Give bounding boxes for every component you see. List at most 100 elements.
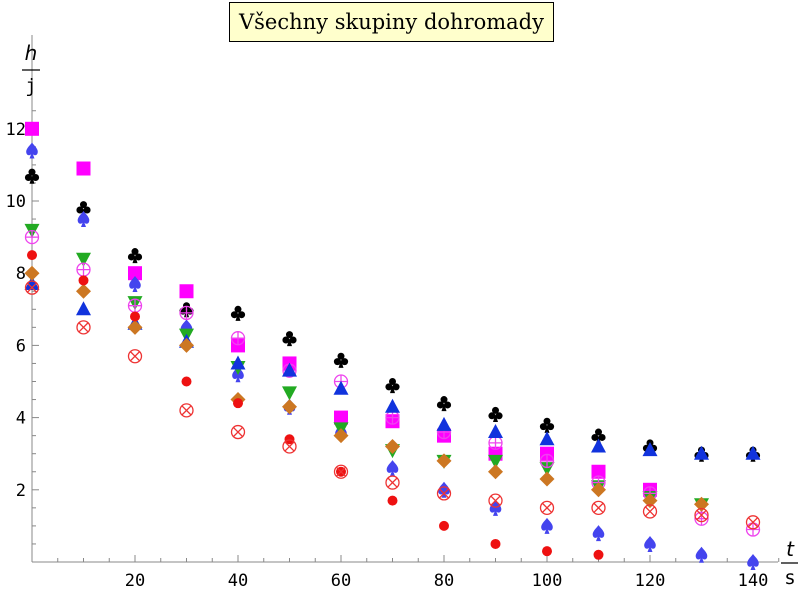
data-point-triangle-up xyxy=(230,355,246,370)
data-point-dot xyxy=(78,275,89,286)
data-point-circle-plus xyxy=(179,305,194,321)
data-point-circle-times xyxy=(230,424,246,440)
data-points xyxy=(24,121,761,570)
data-point-triangle-up xyxy=(591,438,606,453)
data-point-circle-plus xyxy=(694,511,709,526)
data-point-diamond xyxy=(591,482,606,498)
data-point-club xyxy=(282,331,297,347)
y-tick-label: 12 xyxy=(6,120,26,140)
data-point-dot xyxy=(233,398,243,409)
data-point-diamond xyxy=(436,453,452,469)
data-point-triangle-up xyxy=(76,301,91,316)
data-point-circle-plus xyxy=(488,435,503,451)
data-point-square xyxy=(591,464,606,479)
x-tick-label: 80 xyxy=(434,571,454,590)
data-point-triangle-down xyxy=(76,252,91,267)
data-point-circle-plus xyxy=(539,453,555,469)
data-point-club xyxy=(333,352,349,368)
data-point-triangle-up xyxy=(539,431,555,446)
data-point-dot xyxy=(27,250,37,261)
data-point-circle-times xyxy=(24,280,40,295)
data-point-club xyxy=(230,305,246,321)
data-point-circle-times xyxy=(76,320,91,335)
x-tick-label: 120 xyxy=(635,571,666,590)
data-point-triangle-up xyxy=(333,380,349,395)
data-point-diamond xyxy=(24,265,40,281)
data-point-club xyxy=(488,406,503,422)
x-axis-label-denominator: s xyxy=(784,567,795,589)
data-point-circle-plus xyxy=(745,522,761,537)
data-point-spade xyxy=(592,525,605,542)
data-point-diamond xyxy=(333,428,349,444)
data-point-square xyxy=(540,446,554,461)
axis-labels: h j t s xyxy=(22,41,798,589)
data-point-spade xyxy=(541,517,553,534)
y-axis-label-numerator: h xyxy=(25,41,38,65)
data-point-club xyxy=(539,417,555,433)
y-tick-label: 4 xyxy=(16,409,26,429)
data-point-dot xyxy=(439,520,449,531)
data-point-circle-times xyxy=(282,439,297,454)
data-point-square xyxy=(334,410,348,425)
data-point-circle-plus xyxy=(230,331,246,346)
data-point-spade xyxy=(386,460,399,477)
data-point-spade xyxy=(26,142,38,159)
y-tick-label: 6 xyxy=(16,336,26,356)
data-point-triangle-up xyxy=(642,442,658,457)
data-point-circle-times xyxy=(539,500,555,516)
data-point-dot xyxy=(542,546,552,557)
data-point-circle-times xyxy=(385,475,400,490)
data-point-diamond xyxy=(488,464,503,480)
data-point-triangle-up xyxy=(745,445,761,460)
data-point-club xyxy=(127,248,143,264)
data-point-circle-times xyxy=(333,464,349,479)
data-point-diamond xyxy=(282,399,297,415)
data-point-triangle-up xyxy=(694,445,709,460)
data-point-circle-times xyxy=(591,500,606,516)
axes xyxy=(31,35,780,563)
data-point-triangle-up xyxy=(24,276,40,291)
x-tick-label: 60 xyxy=(331,571,351,590)
data-point-dot xyxy=(284,434,295,445)
data-point-spade xyxy=(77,211,90,228)
data-point-diamond xyxy=(179,337,194,353)
data-point-club xyxy=(385,378,400,394)
data-point-spade xyxy=(644,535,656,552)
data-point-triangle-up xyxy=(385,398,400,413)
y-axis-label-denominator: j xyxy=(25,75,36,97)
data-point-spade xyxy=(695,546,708,563)
data-point-circle-plus xyxy=(385,410,400,425)
data-point-spade xyxy=(438,481,450,498)
x-axis-label-numerator: t xyxy=(786,537,795,561)
data-point-spade xyxy=(129,276,141,293)
data-point-square xyxy=(76,161,91,176)
data-point-square xyxy=(179,284,194,299)
data-point-square xyxy=(25,121,39,136)
chart-title: Všechny skupiny dohromady xyxy=(229,2,554,42)
data-point-circle-times xyxy=(488,493,503,508)
data-point-circle-times xyxy=(127,349,143,364)
x-tick-label: 140 xyxy=(738,571,769,590)
data-point-circle-times xyxy=(642,504,658,519)
data-point-triangle-up xyxy=(282,362,297,377)
data-point-circle-times xyxy=(179,403,194,418)
data-point-club xyxy=(24,168,40,184)
data-point-spade xyxy=(747,554,759,570)
data-point-dot xyxy=(130,311,140,322)
data-point-square xyxy=(128,266,142,281)
data-point-circle-times xyxy=(694,507,709,523)
data-point-circle-plus xyxy=(24,229,40,245)
data-point-triangle-up xyxy=(488,424,503,439)
x-tick-label: 100 xyxy=(532,571,563,590)
data-point-dot xyxy=(490,538,501,549)
x-tick-label: 40 xyxy=(228,571,248,590)
data-point-circle-times xyxy=(745,515,761,530)
data-point-dot xyxy=(387,495,398,506)
data-point-club xyxy=(436,396,452,412)
data-point-circle-plus xyxy=(127,298,143,313)
data-point-diamond xyxy=(385,438,400,454)
data-point-triangle-down xyxy=(488,454,503,469)
data-point-diamond xyxy=(127,319,143,335)
data-point-triangle-down xyxy=(282,386,297,401)
